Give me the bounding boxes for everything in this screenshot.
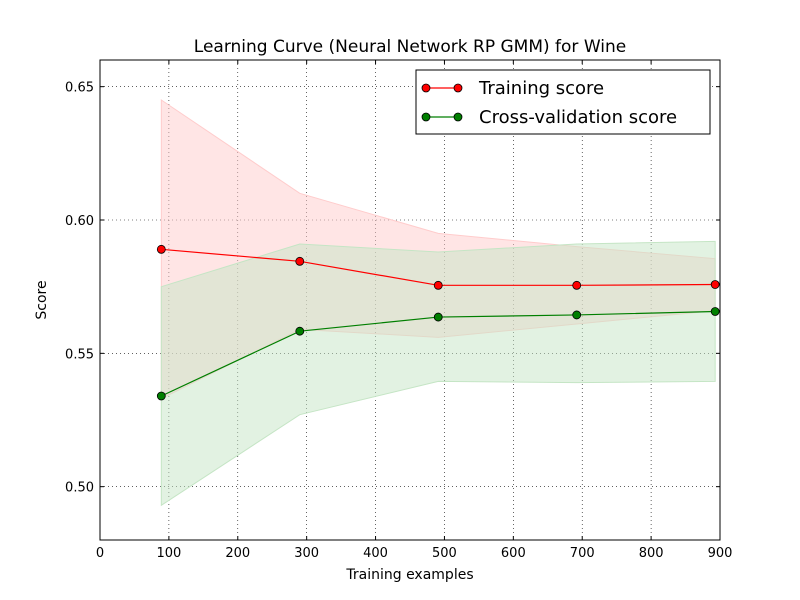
data-point — [295, 256, 305, 266]
data-point — [572, 310, 582, 320]
x-tick-label: 600 — [501, 546, 526, 561]
x-axis-title: Training examples — [345, 567, 473, 583]
legend-marker — [453, 83, 463, 93]
data-point — [710, 280, 720, 289]
legend-item-1: Cross-validation score — [421, 107, 677, 128]
axis-ticks: 0 100 200 300 400 500 600 700 800 900 0.50 0.55 0.60… — [65, 60, 732, 561]
data-point — [433, 312, 443, 322]
data-point — [156, 391, 166, 401]
y-tick-label: 0.65 — [65, 81, 94, 96]
x-tick-label: 500 — [432, 546, 457, 561]
legend-box — [415, 69, 711, 135]
legend-marker — [421, 83, 431, 93]
y-axis-title: Score — [34, 280, 50, 319]
legend-label: Cross-validation score — [479, 107, 677, 128]
data-point — [572, 280, 582, 290]
confidence-band-1 — [160, 240, 716, 507]
legend-marker — [453, 112, 463, 122]
legend-marker — [421, 112, 431, 122]
data-point — [295, 326, 305, 336]
legend-item-0: Training score — [421, 78, 604, 99]
x-tick-label: 300 — [294, 546, 319, 561]
chart-title: Learning Curve (Neural Network RP GMM) f… — [194, 37, 626, 57]
x-tick-label: 100 — [156, 546, 181, 561]
y-tick-label: 0.50 — [65, 481, 94, 496]
y-tick-label: 0.55 — [65, 347, 94, 362]
x-tick-label: 200 — [225, 546, 250, 561]
x-tick-label: 900 — [708, 546, 733, 561]
legend: Training score Cross-validation score — [415, 69, 711, 135]
data-point — [710, 307, 720, 316]
data-point — [433, 280, 443, 290]
x-tick-label: 800 — [639, 546, 664, 561]
legend-label: Training score — [478, 78, 604, 99]
plot-frame — [99, 59, 721, 541]
series-points — [156, 244, 720, 401]
x-tick-label: 400 — [363, 546, 388, 561]
y-tick-label: 0.60 — [65, 214, 94, 229]
data-point — [156, 244, 166, 254]
x-tick-label: 700 — [570, 546, 595, 561]
x-tick-label: 0 — [96, 546, 104, 561]
